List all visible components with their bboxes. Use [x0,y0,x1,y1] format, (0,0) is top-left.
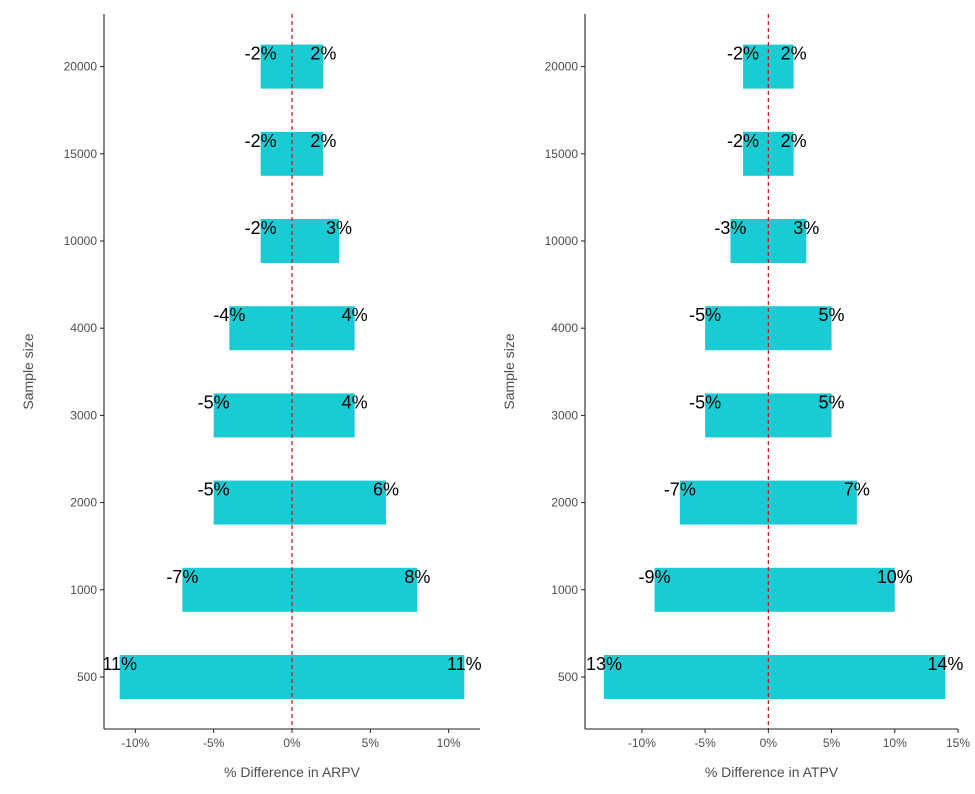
y-tick-label: 20000 [64,60,98,74]
bar-high-label: 11% [447,654,482,674]
range-bar [213,480,386,525]
y-tick-label: 3000 [551,408,578,422]
range-bar [182,567,418,612]
bar-high-label: 5% [819,305,845,325]
x-tick-label: 0% [283,736,301,750]
y-tick-label: 2000 [551,496,578,510]
x-axis-title: % Difference in ARPV [224,764,361,780]
y-tick-label: 20000 [545,60,579,74]
x-tick-label: -10% [628,736,656,750]
chart-panel-2: 13% 14% -9% 10% -7% 7% -5% 5% -5% 5% -3% 3% -2% 2% -2%… [501,14,970,780]
bar-high-label: 2% [781,44,807,64]
bar-low-label: -5% [689,305,721,325]
y-axis-title: Sample size [501,333,517,409]
bar-high-label: 2% [310,44,336,64]
x-tick-label: 5% [823,736,841,750]
x-tick-label: -5% [694,736,716,750]
y-axis-title: Sample size [20,333,36,409]
y-tick-label: 3000 [70,408,97,422]
bar-low-label: -9% [639,567,671,587]
bar-low-label: -4% [213,305,245,325]
y-tick-label: 15000 [545,147,579,161]
y-tick-label: 10000 [545,234,579,248]
x-tick-label: 10% [437,736,461,750]
x-tick-label: 5% [362,736,380,750]
x-tick-label: -5% [203,736,225,750]
range-bar [213,393,355,438]
bar-high-label: 5% [819,392,845,412]
x-tick-label: 10% [883,736,907,750]
range-bar [705,306,832,351]
range-bar [603,655,946,699]
y-tick-label: 4000 [70,321,97,335]
y-tick-label: 2000 [70,496,97,510]
bar-low-label: -2% [245,218,277,238]
bar-low-label: -5% [198,392,230,412]
bar-high-label: 2% [781,131,807,151]
bar-high-label: 7% [844,480,870,500]
range-bar [229,306,355,351]
bar-low-label: -2% [245,44,277,64]
bar-low-label: 13% [586,654,622,674]
bar-high-label: 3% [793,218,819,238]
bar-low-label: -5% [198,480,230,500]
range-bar [679,480,857,525]
bar-high-label: 3% [326,218,352,238]
y-tick-label: 500 [77,670,97,684]
x-tick-label: 15% [946,736,970,750]
y-tick-label: 500 [558,670,578,684]
bar-low-label: -2% [727,131,759,151]
bar-high-label: 6% [373,480,399,500]
bar-low-label: -7% [166,567,198,587]
y-tick-label: 4000 [551,321,578,335]
bar-high-label: 4% [342,392,368,412]
x-tick-label: 0% [760,736,778,750]
bar-high-label: 8% [404,567,430,587]
bar-low-label: -2% [727,44,759,64]
bar-low-label: 11% [102,654,137,674]
bar-high-label: 4% [342,305,368,325]
y-tick-label: 1000 [551,583,578,597]
range-bar [654,567,895,612]
bar-high-label: 2% [310,131,336,151]
x-tick-label: -10% [121,736,149,750]
x-axis-title: % Difference in ATPV [705,764,839,780]
bar-low-label: -2% [245,131,277,151]
range-bar [119,655,465,699]
bar-high-label: 10% [877,567,913,587]
y-tick-label: 1000 [70,583,97,597]
bar-low-label: -3% [714,218,746,238]
y-tick-label: 15000 [64,147,98,161]
chart-panel-1: 11% 11% -7% 8% -5% 6% -5% 4% -4% 4% -2% 3% -2% 2% -2% 2… [20,14,482,780]
bar-low-label: -5% [689,392,721,412]
range-bar [260,219,339,263]
y-tick-label: 10000 [64,234,98,248]
bar-low-label: -7% [664,480,696,500]
bar-high-label: 14% [927,654,963,674]
